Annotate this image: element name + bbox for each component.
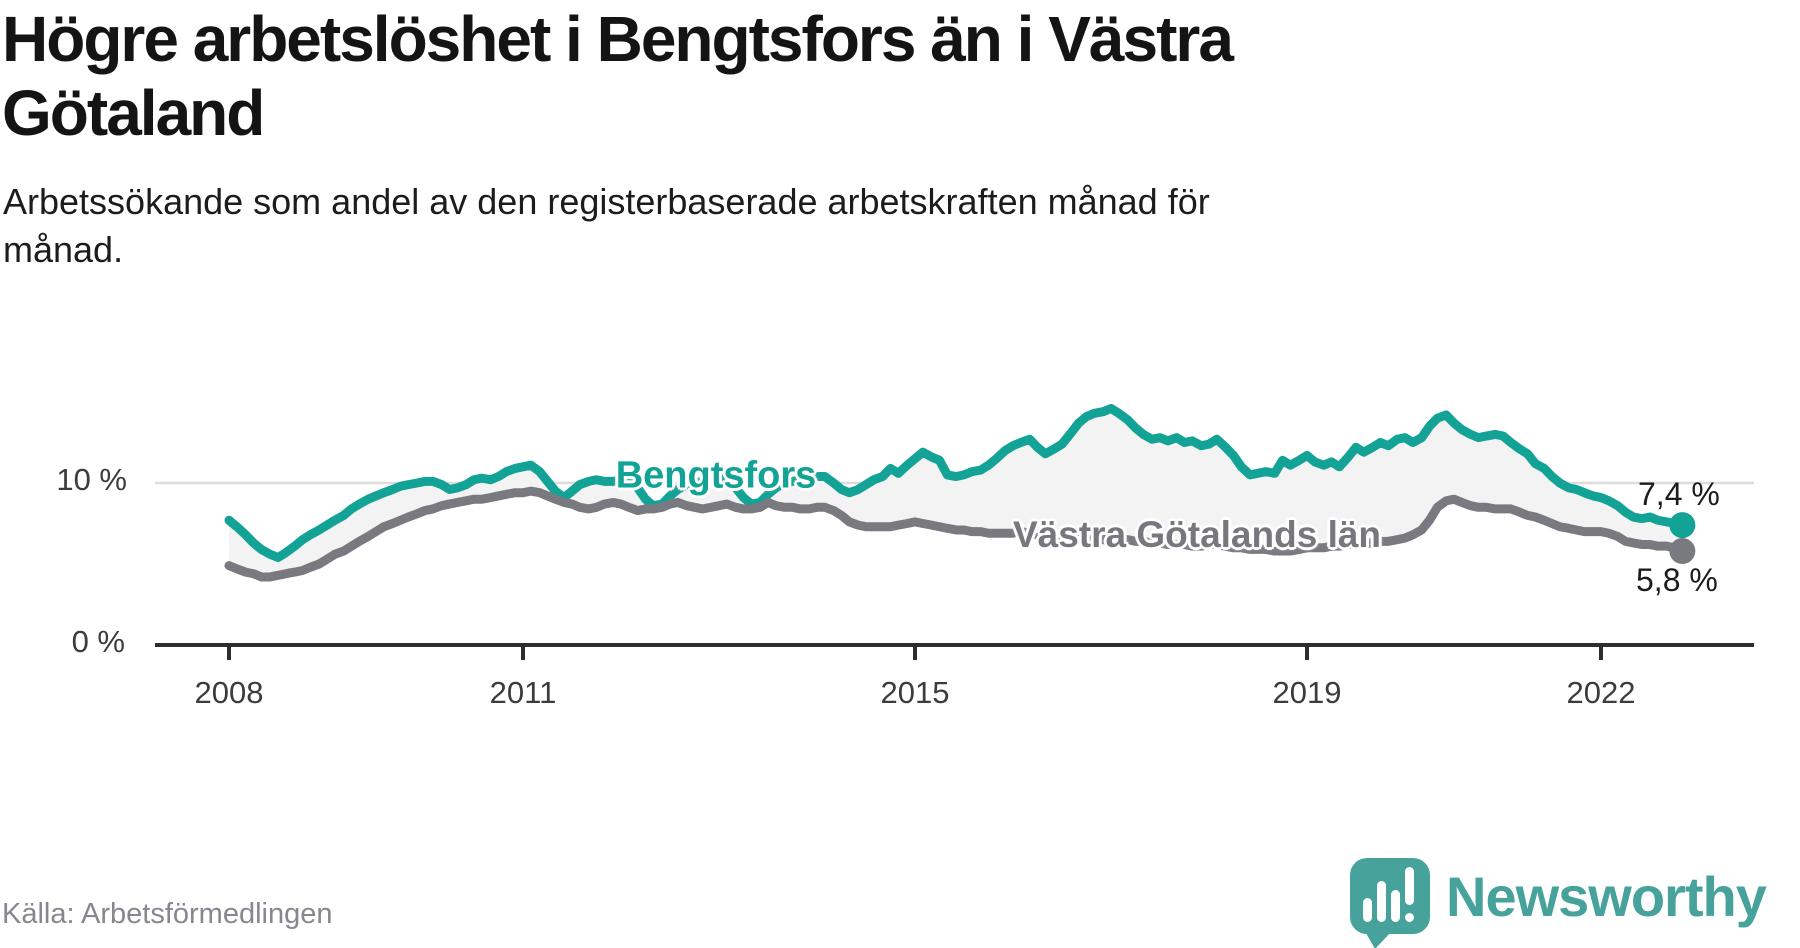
page-title: Högre arbetslöshet i Bengtsfors än i Väs… (2, 3, 1234, 149)
end-value-label-vastra-gotaland: 5,8 % (1636, 562, 1718, 598)
x-axis-tick-label-2015: 2015 (881, 675, 950, 710)
newsworthy-brand-name: Newsworthy (1446, 865, 1767, 928)
end-value-label-bengtsfors: 7,4 % (1638, 476, 1720, 512)
line-vastra-gotaland (224, 486, 1687, 582)
page-subtitle: Arbetssökande som andel av den registerb… (3, 181, 1210, 270)
end-dot-vastra-gotaland (1669, 538, 1696, 565)
newsworthy-logo-icon (1350, 858, 1430, 948)
series-label-vastra-gotaland: Västra Götalands län (1012, 514, 1382, 555)
y-axis-label-10: 10 % (56, 462, 127, 497)
gap-fill-between-lines (229, 408, 1683, 577)
x-axis-tick-label-2008: 2008 (195, 675, 264, 710)
series-label-bengtsfors: Bengtsfors (615, 454, 817, 497)
x-axis-tick-label-2019: 2019 (1273, 675, 1342, 710)
line-bengtsfors (224, 403, 1687, 563)
source-credit: Källa: Arbetsförmedlingen (2, 898, 333, 930)
x-axis-tick-label-2022: 2022 (1567, 675, 1636, 710)
end-dot-bengtsfors (1669, 512, 1696, 539)
x-axis-tick-label-2011: 2011 (490, 675, 557, 710)
y-axis-label-0: 0 % (71, 624, 125, 659)
